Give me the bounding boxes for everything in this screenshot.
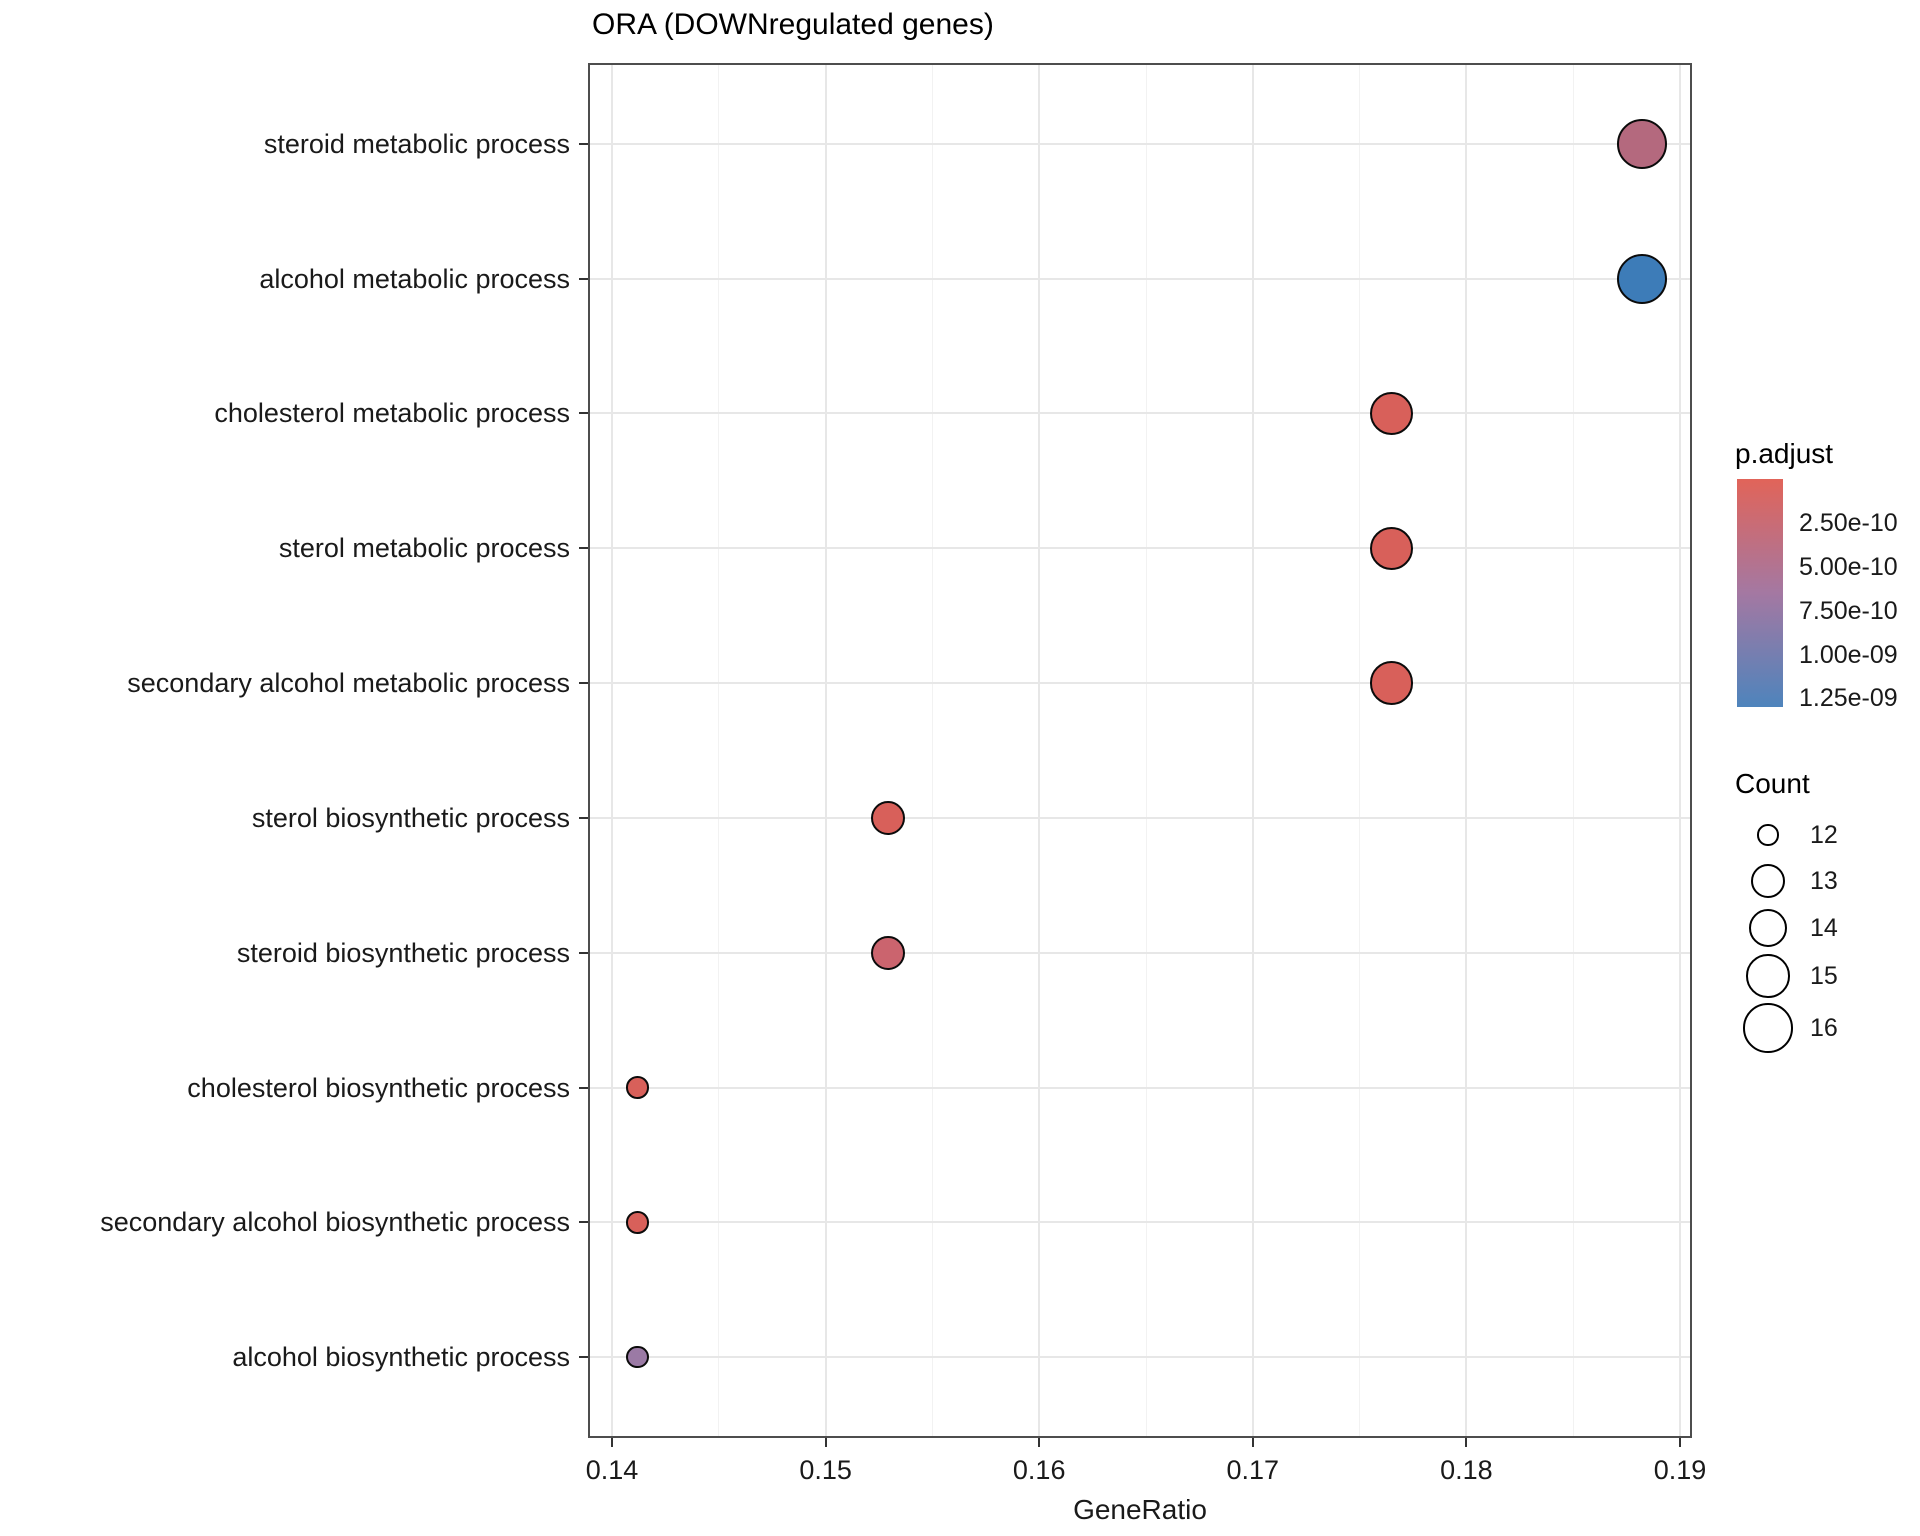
count-legend-circle <box>1748 908 1788 948</box>
y-axis-tick <box>579 547 588 550</box>
chart-title: ORA (DOWNregulated genes) <box>592 8 994 41</box>
count-legend-label: 14 <box>1810 914 1838 942</box>
gridline-vertical-major <box>824 65 827 1436</box>
gridline-horizontal-major <box>590 547 1690 550</box>
x-tick-label: 0.14 <box>585 1455 639 1485</box>
x-tick-label: 0.18 <box>1440 1455 1493 1485</box>
x-axis-tick <box>1038 1438 1041 1447</box>
x-axis-tick <box>611 1438 613 1447</box>
y-axis-tick <box>579 951 588 954</box>
x-axis-tick <box>1251 1438 1254 1447</box>
y-axis-tick <box>579 1356 588 1359</box>
count-legend-label: 15 <box>1810 962 1838 990</box>
gridline-vertical-minor <box>931 65 933 1436</box>
y-axis-label: alcohol metabolic process <box>259 263 570 294</box>
padjust-tick-label: 7.50e-10 <box>1799 597 1898 625</box>
y-axis-label: cholesterol metabolic process <box>214 398 570 429</box>
gridline-vertical-major <box>1465 65 1468 1436</box>
count-legend-label: 16 <box>1810 1014 1838 1042</box>
gridline-horizontal-major <box>590 142 1690 145</box>
padjust-gradient-bar <box>1737 479 1783 707</box>
legend-padjust-title: p.adjust <box>1735 438 1834 469</box>
gridline-horizontal-major <box>590 1221 1690 1224</box>
padjust-tick-label: 1.00e-09 <box>1799 641 1898 669</box>
y-axis-label: alcohol biosynthetic process <box>232 1342 570 1373</box>
y-axis-label: secondary alcohol metabolic process <box>127 668 570 699</box>
data-point <box>626 1211 649 1234</box>
x-tick-label: 0.19 <box>1653 1455 1707 1485</box>
y-axis-tick <box>579 682 588 685</box>
gridline-horizontal-major <box>590 277 1690 280</box>
legend-count-title: Count <box>1735 768 1810 799</box>
data-point <box>626 1345 649 1369</box>
data-point <box>1616 118 1667 169</box>
y-axis-label: sterol biosynthetic process <box>251 802 570 833</box>
gridline-vertical-minor <box>1359 65 1361 1436</box>
count-legend-circle <box>1743 1003 1793 1053</box>
y-axis-label: steroid biosynthetic process <box>236 937 570 968</box>
count-legend-circle <box>1757 824 1779 846</box>
gridline-horizontal-major <box>590 816 1690 819</box>
y-axis-label: cholesterol biosynthetic process <box>187 1072 570 1103</box>
count-legend-label: 12 <box>1810 821 1838 849</box>
gridline-horizontal-major <box>590 1356 1690 1359</box>
y-axis-tick <box>579 816 588 819</box>
y-axis-label: steroid metabolic process <box>263 128 570 159</box>
gridline-horizontal-major <box>590 682 1690 685</box>
gridline-vertical-major <box>611 65 613 1436</box>
data-point <box>1369 661 1414 705</box>
x-axis-tick <box>1679 1438 1681 1447</box>
padjust-tick-label: 1.25e-09 <box>1799 684 1898 712</box>
y-axis-tick <box>579 1221 588 1224</box>
x-tick-label: 0.16 <box>1012 1455 1066 1485</box>
data-point <box>1369 391 1414 436</box>
gridline-horizontal-major <box>590 1086 1690 1089</box>
gridline-vertical-minor <box>718 65 720 1436</box>
gridline-horizontal-major <box>590 412 1690 415</box>
x-axis-tick <box>1465 1438 1468 1447</box>
data-point <box>626 1076 649 1099</box>
count-legend-circle <box>1751 864 1785 898</box>
y-axis-tick <box>579 1086 588 1089</box>
count-legend-label: 13 <box>1810 867 1838 895</box>
gridline-vertical-minor <box>1572 65 1574 1436</box>
y-axis-label: sterol metabolic process <box>278 533 570 564</box>
padjust-tick-label: 5.00e-10 <box>1799 553 1898 581</box>
data-point <box>1369 526 1414 570</box>
gridline-vertical-major <box>1251 65 1254 1436</box>
data-point <box>1616 253 1667 304</box>
x-axis-tick <box>824 1438 827 1447</box>
y-axis-tick <box>579 142 588 145</box>
gridline-vertical-major <box>1038 65 1041 1436</box>
padjust-tick-label: 2.50e-10 <box>1799 509 1898 537</box>
x-tick-label: 0.15 <box>799 1455 852 1485</box>
y-axis-label: secondary alcohol biosynthetic process <box>100 1207 570 1238</box>
data-point <box>870 935 905 970</box>
gridline-vertical-major <box>1679 65 1681 1436</box>
y-axis-tick <box>579 412 588 415</box>
gridline-horizontal-major <box>590 951 1690 954</box>
y-axis-tick <box>579 277 588 280</box>
gridline-vertical-minor <box>1145 65 1147 1436</box>
x-tick-label: 0.17 <box>1226 1455 1280 1485</box>
data-point <box>870 800 905 835</box>
count-legend-circle <box>1746 954 1790 998</box>
x-axis-title: GeneRatio <box>1073 1494 1207 1525</box>
plot-panel <box>588 63 1692 1438</box>
